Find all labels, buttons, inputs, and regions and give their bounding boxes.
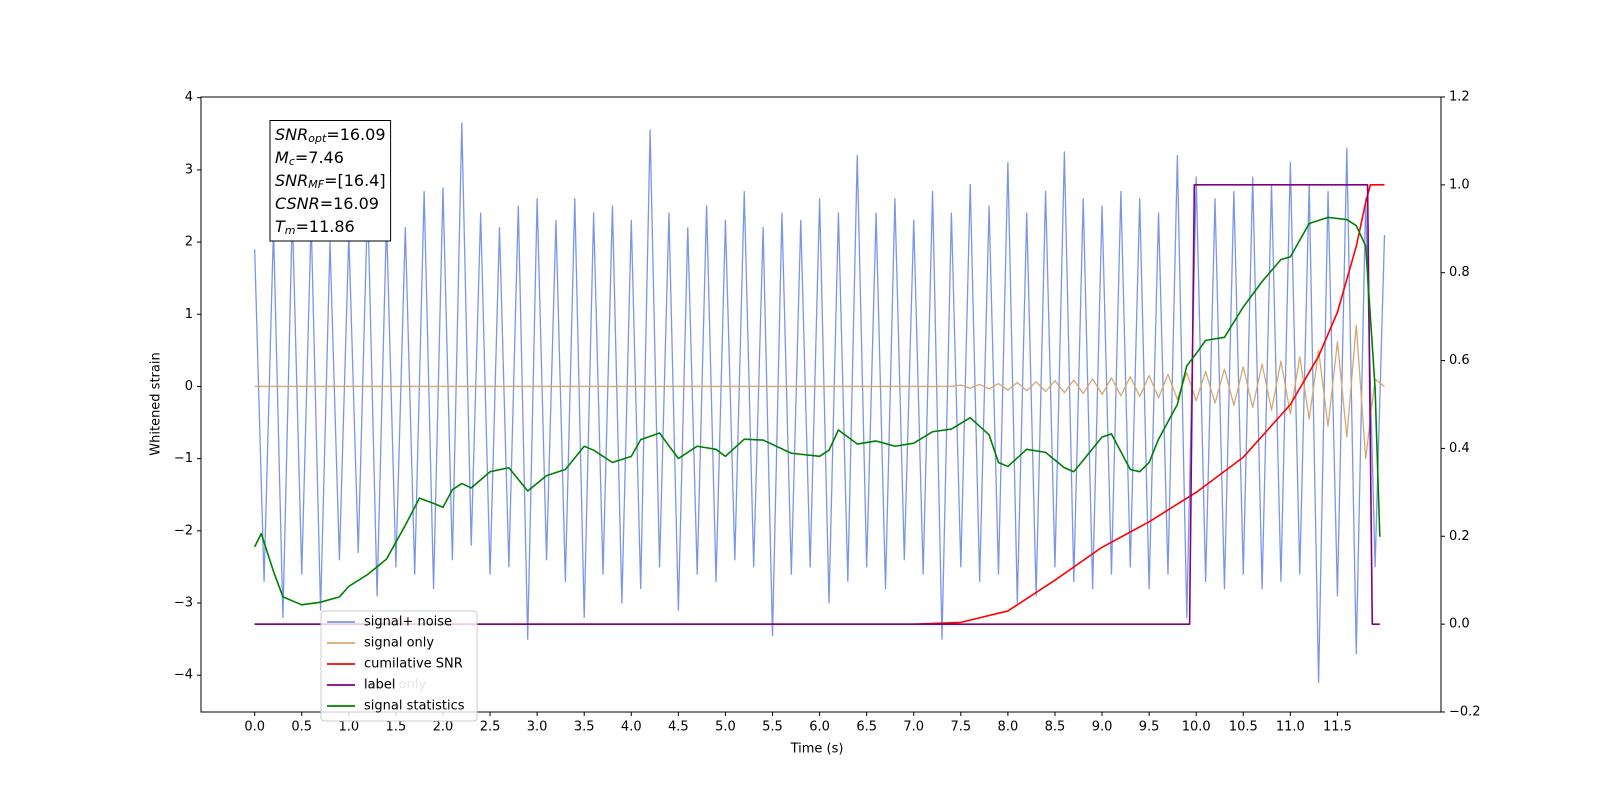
x-tick-label: 11.0	[1276, 720, 1305, 735]
x-tick-label: 4.0	[621, 720, 642, 735]
x-tick-label: 7.0	[903, 720, 924, 735]
x-tick-label: 9.0	[1092, 720, 1113, 735]
x-tick-label: 5.5	[762, 720, 783, 735]
axes: 0.0 0.5 1.0 1.5 2.0 2.5 3.0 3.5 4.0 4.5 5.0 5.5 6.0 6…	[174, 90, 1481, 735]
series-line	[254, 184, 1380, 625]
series-line	[254, 184, 1385, 625]
annotation-value: =[16.4]	[324, 171, 386, 190]
y-tick-label: 2	[185, 235, 193, 250]
y-tick-label: 1	[185, 307, 193, 322]
legend-label: signal only	[364, 636, 434, 651]
annotation-sub: m	[285, 224, 296, 237]
x-tick-label: 3.5	[574, 720, 595, 735]
x-tick-label: 10.5	[1229, 720, 1258, 735]
y-tick-label: 3	[185, 162, 193, 177]
legend-label: label	[364, 678, 395, 693]
x-tick-label: 8.0	[998, 720, 1019, 735]
series-line	[254, 324, 1385, 460]
annotation-sub: c	[289, 155, 295, 168]
x-tick-label: 6.5	[856, 720, 877, 735]
annotation-value: =7.46	[295, 148, 344, 167]
annotation-value: =11.86	[296, 217, 355, 236]
axes-frame	[200, 96, 1442, 713]
y-tick-label: −4	[174, 668, 193, 683]
x-tick-label: 9.5	[1139, 720, 1160, 735]
x-tick-label: 4.5	[668, 720, 689, 735]
annotation-var: SNR	[275, 125, 308, 144]
y2-tick-label: 1.2	[1449, 90, 1470, 105]
legend-label: cumilative SNR	[364, 657, 463, 672]
y2-tick-label: 0.4	[1449, 441, 1470, 456]
x-tick-label: 5.0	[715, 720, 736, 735]
annotation-value: =16.09	[326, 125, 385, 144]
x-tick-label: 1.5	[386, 720, 407, 735]
plot-area	[253, 122, 1386, 684]
annotation-sub: opt	[308, 132, 327, 145]
y-tick-label: −2	[174, 523, 193, 538]
x-axis-label: Time (s)	[790, 742, 844, 757]
annotation-line: Mc=7.46	[275, 148, 344, 169]
annotation-value: =16.09	[320, 194, 379, 213]
x-tick-label: 2.5	[480, 720, 501, 735]
annotation-sub: MF	[308, 178, 324, 191]
annotation-var: T	[275, 217, 286, 236]
annotation-line: CSNR=16.09	[275, 194, 379, 213]
annotation-var: SNR	[275, 171, 308, 190]
annotation-line: SNRopt=16.09	[275, 125, 386, 146]
annotation-line: Tm=11.86	[275, 217, 355, 238]
y2-tick-label: 0.6	[1449, 353, 1470, 368]
x-tick-label: 11.5	[1323, 720, 1352, 735]
x-tick-label: 6.0	[809, 720, 830, 735]
y2-tick-label: 0.2	[1449, 529, 1470, 544]
y-tick-label: −1	[174, 451, 193, 466]
series-line	[254, 122, 1386, 684]
annotation-var: CSNR	[275, 194, 320, 213]
x-tick-label: 2.0	[433, 720, 454, 735]
y-tick-label: 4	[185, 90, 193, 105]
x-tick-label: 7.5	[950, 720, 971, 735]
y2-tick-label: 0.8	[1449, 265, 1470, 280]
x-tick-label: 10.0	[1182, 720, 1211, 735]
legend-label: signal+ noise	[364, 615, 452, 630]
y-axis-label: Whitened strain	[149, 352, 164, 455]
legend-label: signal statistics	[364, 699, 465, 714]
series-line	[253, 216, 1381, 606]
x-tick-label: 3.0	[527, 720, 548, 735]
y-tick-label: 0	[185, 379, 193, 394]
annotation: SNRopt=16.09Mc=7.46SNRMF=[16.4]CSNR=16.0…	[269, 120, 392, 242]
annotation-var: M	[275, 148, 289, 167]
legend-box	[320, 610, 478, 722]
x-tick-label: 0.5	[291, 720, 312, 735]
y2-tick-label: 1.0	[1449, 177, 1470, 192]
y-tick-label: −3	[174, 596, 193, 611]
x-tick-label: 1.0	[338, 720, 359, 735]
x-tick-label: 8.5	[1045, 720, 1066, 735]
x-tick-label: 0.0	[244, 720, 265, 735]
annotation-line: SNRMF=[16.4]	[275, 171, 386, 192]
annotation-box	[269, 120, 392, 242]
y2-tick-label: 0.0	[1449, 617, 1470, 632]
y2-tick-label: −0.2	[1449, 705, 1481, 720]
